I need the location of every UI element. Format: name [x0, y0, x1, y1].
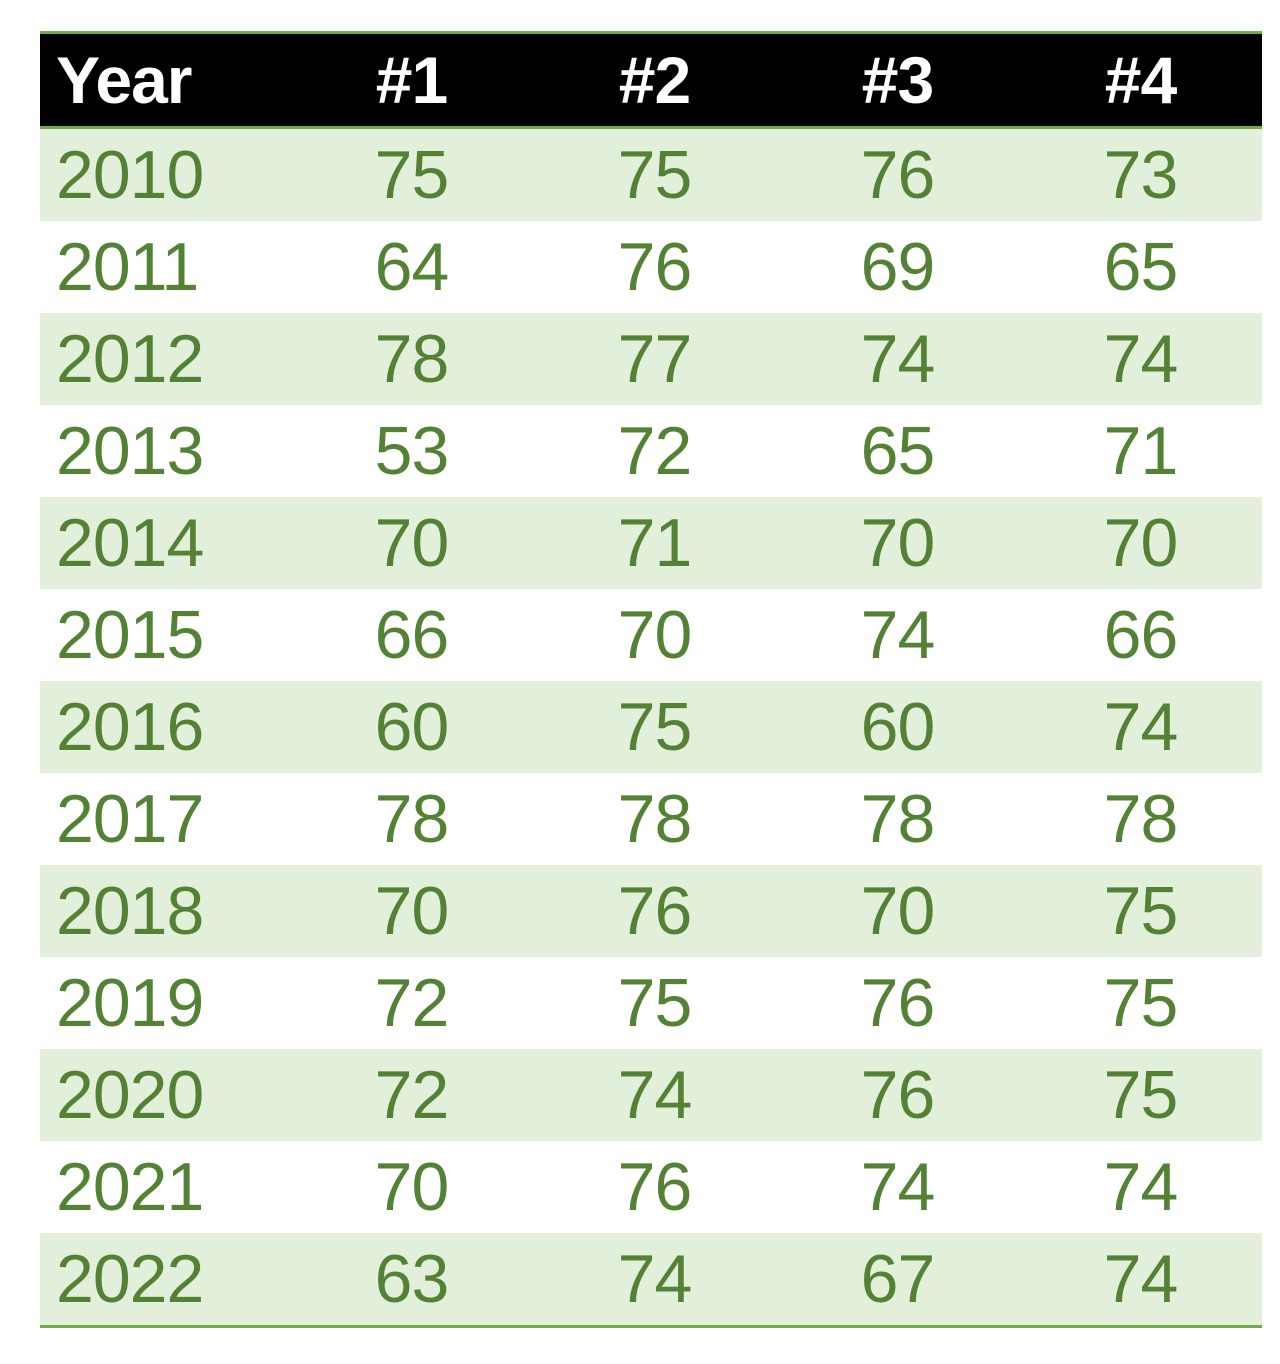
data-table: Year #1 #2 #3 #4 2010 75 75 76 73 2011 64 76 69 65 201… [40, 31, 1262, 1328]
year-cell: 2017 [56, 781, 204, 857]
value-cell: 74 [860, 597, 936, 673]
value-cell: 70 [374, 1149, 450, 1225]
value-cell: 69 [860, 229, 936, 305]
value-cell: 76 [617, 873, 693, 949]
value-cell: 78 [374, 781, 450, 857]
year-cell: 2018 [56, 873, 204, 949]
table-row: 2019 72 75 76 75 [40, 957, 1262, 1049]
year-cell: 2020 [56, 1057, 204, 1133]
value-cell: 76 [617, 229, 693, 305]
value-cell: 60 [374, 689, 450, 765]
column-header-3: #3 [861, 43, 934, 117]
table-row: 2016 60 75 60 74 [40, 681, 1262, 773]
value-cell: 76 [860, 1057, 936, 1133]
table-row: 2021 70 76 74 74 [40, 1141, 1262, 1233]
value-cell: 71 [1103, 413, 1179, 489]
table-row: 2015 66 70 74 66 [40, 589, 1262, 681]
value-cell: 73 [1103, 137, 1179, 213]
table-row: 2014 70 71 70 70 [40, 497, 1262, 589]
value-cell: 70 [374, 873, 450, 949]
value-cell: 75 [374, 137, 450, 213]
table-body: 2010 75 75 76 73 2011 64 76 69 65 2012 78 77 74 74 2013… [40, 129, 1262, 1328]
value-cell: 72 [374, 965, 450, 1041]
value-cell: 76 [617, 1149, 693, 1225]
header-row: Year #1 #2 #3 #4 [40, 31, 1262, 129]
value-cell: 66 [1103, 597, 1179, 673]
value-cell: 75 [1103, 965, 1179, 1041]
value-cell: 75 [617, 137, 693, 213]
table-row: 2011 64 76 69 65 [40, 221, 1262, 313]
value-cell: 74 [860, 321, 936, 397]
value-cell: 70 [1103, 505, 1179, 581]
column-header-1: #1 [375, 43, 448, 117]
value-cell: 53 [374, 413, 450, 489]
value-cell: 75 [617, 689, 693, 765]
value-cell: 76 [860, 965, 936, 1041]
value-cell: 60 [860, 689, 936, 765]
column-header-year: Year [56, 43, 192, 117]
value-cell: 74 [1103, 689, 1179, 765]
table-row: 2010 75 75 76 73 [40, 129, 1262, 221]
value-cell: 78 [617, 781, 693, 857]
value-cell: 78 [860, 781, 936, 857]
value-cell: 74 [617, 1241, 693, 1317]
year-cell: 2013 [56, 413, 204, 489]
table-row: 2022 63 74 67 74 [40, 1233, 1262, 1328]
value-cell: 70 [617, 597, 693, 673]
value-cell: 65 [860, 413, 936, 489]
table-row: 2020 72 74 76 75 [40, 1049, 1262, 1141]
year-cell: 2016 [56, 689, 204, 765]
value-cell: 70 [374, 505, 450, 581]
value-cell: 77 [617, 321, 693, 397]
year-cell: 2015 [56, 597, 204, 673]
value-cell: 67 [860, 1241, 936, 1317]
value-cell: 70 [860, 505, 936, 581]
table-row: 2018 70 76 70 75 [40, 865, 1262, 957]
value-cell: 66 [374, 597, 450, 673]
year-cell: 2012 [56, 321, 204, 397]
value-cell: 74 [1103, 321, 1179, 397]
value-cell: 74 [860, 1149, 936, 1225]
table-row: 2013 53 72 65 71 [40, 405, 1262, 497]
value-cell: 75 [617, 965, 693, 1041]
value-cell: 74 [1103, 1149, 1179, 1225]
value-cell: 72 [617, 413, 693, 489]
year-cell: 2021 [56, 1149, 204, 1225]
value-cell: 65 [1103, 229, 1179, 305]
column-header-2: #2 [618, 43, 691, 117]
table-row: 2017 78 78 78 78 [40, 773, 1262, 865]
year-cell: 2014 [56, 505, 204, 581]
value-cell: 63 [374, 1241, 450, 1317]
year-cell: 2022 [56, 1241, 204, 1317]
value-cell: 64 [374, 229, 450, 305]
year-cell: 2010 [56, 137, 204, 213]
value-cell: 78 [1103, 781, 1179, 857]
table-row: 2012 78 77 74 74 [40, 313, 1262, 405]
value-cell: 70 [860, 873, 936, 949]
value-cell: 76 [860, 137, 936, 213]
value-cell: 74 [617, 1057, 693, 1133]
column-header-4: #4 [1104, 43, 1177, 117]
value-cell: 71 [617, 505, 693, 581]
year-cell: 2011 [56, 229, 199, 305]
value-cell: 72 [374, 1057, 450, 1133]
value-cell: 75 [1103, 873, 1179, 949]
value-cell: 74 [1103, 1241, 1179, 1317]
year-cell: 2019 [56, 965, 204, 1041]
value-cell: 75 [1103, 1057, 1179, 1133]
value-cell: 78 [374, 321, 450, 397]
